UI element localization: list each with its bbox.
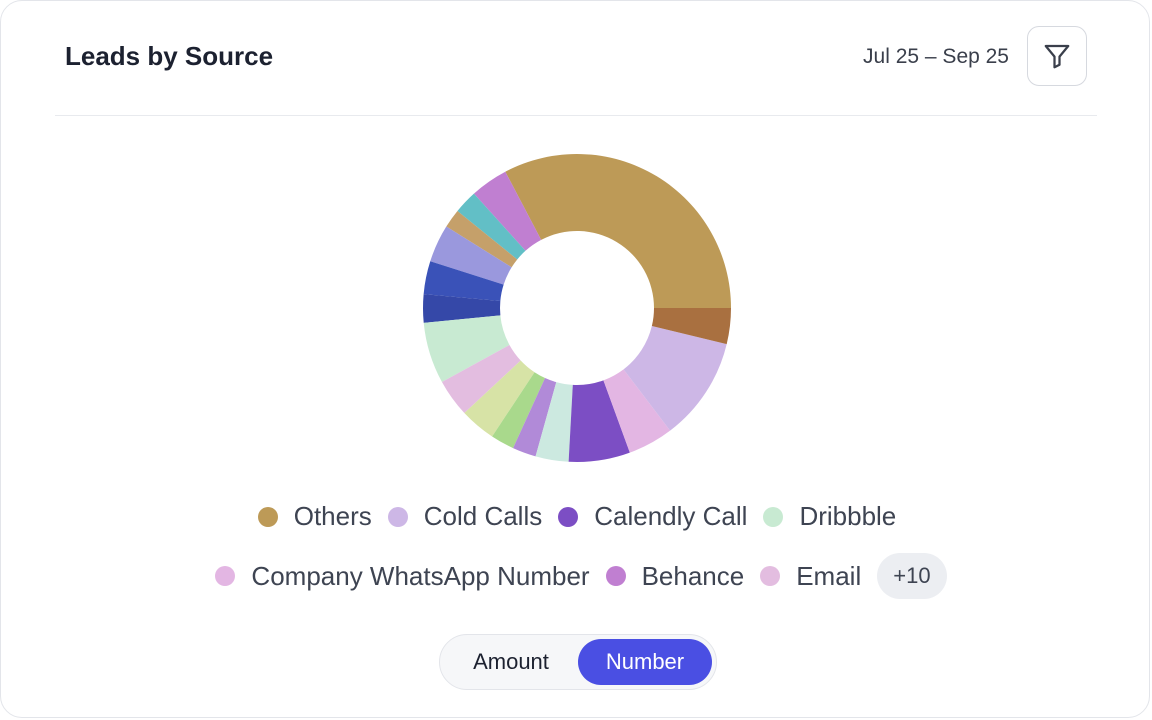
donut-chart [1,1,1152,501]
filter-button[interactable] [1027,26,1087,86]
legend-label: Email [796,560,862,591]
legend-label: Calendly Call [594,501,748,531]
card-header: Leads by Source Jul 25 – Sep 25 [55,1,1097,116]
donut-slice-calendly-call[interactable] [568,380,630,462]
donut-svg [423,154,731,462]
donut-slice-source-6[interactable] [423,261,504,302]
legend-swatch [763,506,784,527]
donut-slice-cold-calls[interactable] [623,326,727,431]
donut-slice-source-7[interactable] [423,294,501,323]
legend-row-2: Company WhatsApp Number Behance Email +10 [1,553,1152,599]
donut-slice-company-whatsapp-number[interactable] [603,369,671,453]
donut-slice-source-12[interactable] [513,378,557,457]
legend-item[interactable]: Cold Calls [387,501,543,532]
toggle-number[interactable]: Number [578,639,712,685]
legend-label: Company WhatsApp Number [251,560,590,591]
donut-slice-others[interactable] [505,154,731,308]
donut-slice-email[interactable] [441,345,521,414]
donut-slice-source-3[interactable] [457,193,526,260]
toggle-amount[interactable]: Amount [473,649,549,674]
donut-slice-source-17[interactable] [651,308,731,345]
legend-item[interactable]: Calendly Call [558,501,747,532]
donut-slice-source-4[interactable] [446,210,518,268]
legend-swatch [605,566,626,586]
date-range[interactable]: Jul 25 – Sep 25 [863,45,1009,68]
legend-swatch [558,506,579,527]
legend-swatch [760,566,781,586]
legend-row-1: Others Cold Calls Calendly Call Dribbble [1,501,1152,532]
donut-slice-source-10[interactable] [464,360,535,437]
legend-label: Cold Calls [423,501,543,531]
donut-slice-source-5[interactable] [430,226,512,285]
donut-slice-dribbble[interactable] [423,315,510,383]
donut-slice-source-11[interactable] [492,372,546,449]
legend-swatch [215,566,236,586]
legend-item[interactable]: Company WhatsApp Number [215,560,590,592]
filter-icon [1044,44,1070,69]
legend-item[interactable]: Others [257,501,372,532]
legend-swatch [257,506,278,527]
card-title: Leads by Source [65,41,274,71]
legend-swatch [387,506,408,527]
legend-item[interactable]: Behance [605,560,745,592]
legend-label: Others [293,501,372,531]
legend-item[interactable]: Dribbble [763,501,896,532]
donut-slice-behance[interactable] [473,171,542,251]
legend-label: Behance [641,560,745,591]
legend-item[interactable]: Email [760,561,861,592]
legend-label: Dribbble [799,501,897,531]
donut-slice-source-13[interactable] [535,382,573,462]
amount-number-toggle: Amount Number [439,634,717,690]
legend-more-button[interactable]: +10 [877,553,947,599]
